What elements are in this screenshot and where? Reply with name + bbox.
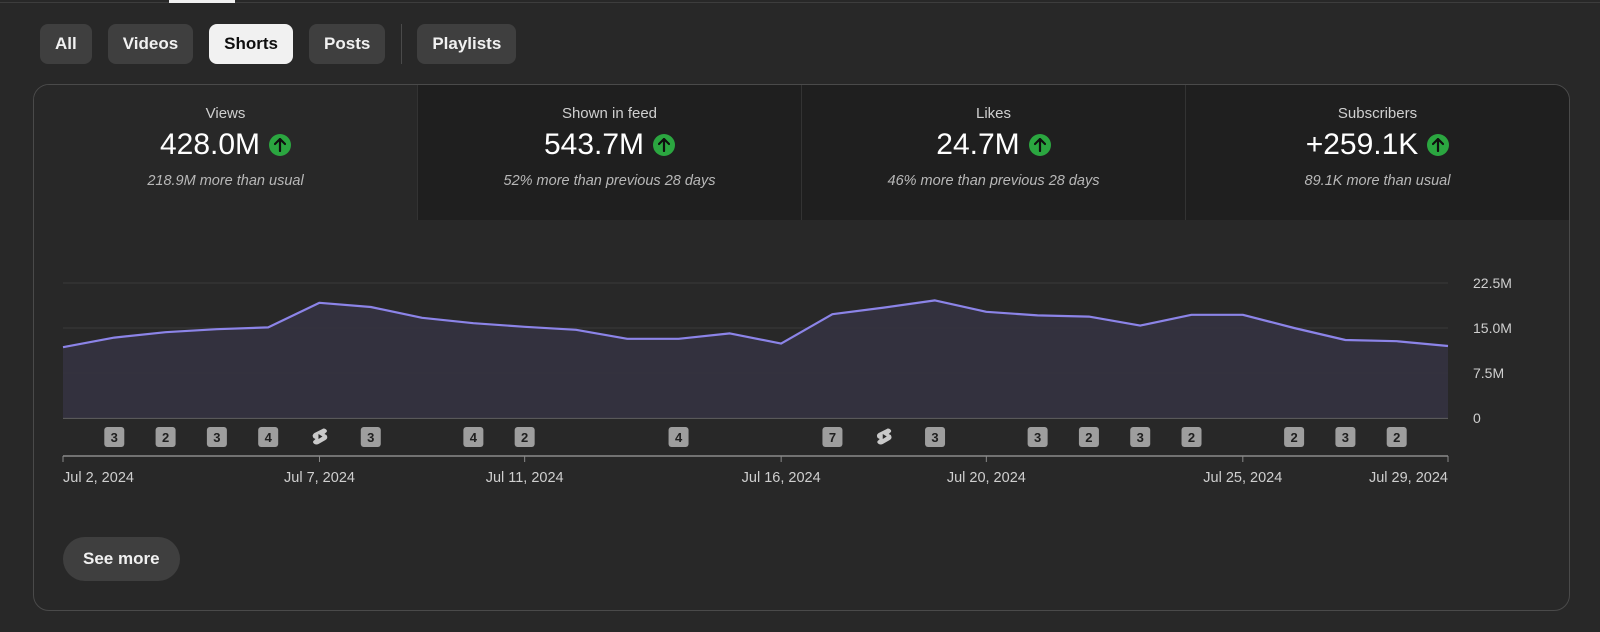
- metric-value: 428.0M: [159, 128, 261, 161]
- metric-note: 218.9M more than usual: [147, 173, 304, 189]
- chip-playlists[interactable]: Playlists: [417, 24, 517, 64]
- upload-count: 2: [1393, 430, 1400, 445]
- upload-marker: [925, 427, 946, 447]
- upload-marker: [1335, 427, 1356, 447]
- metric-shown-in-feed[interactable]: Shown in feed 543.7M 52% more than previ…: [417, 85, 801, 220]
- upload-marker: [104, 427, 125, 447]
- x-tick-label: Jul 7, 2024: [284, 470, 355, 486]
- upload-marker: [1181, 427, 1202, 447]
- upload-count: 2: [1188, 430, 1195, 445]
- x-tick-label: Jul 2, 2024: [63, 470, 134, 486]
- metric-tabs: Views 428.0M 218.9M more than usual Show…: [34, 85, 1569, 220]
- upload-marker: [1027, 427, 1048, 447]
- arrow-up-icon: [1028, 134, 1051, 156]
- upload-count: 3: [1342, 430, 1349, 445]
- upload-count: 2: [521, 430, 528, 445]
- x-tick-label: Jul 20, 2024: [947, 470, 1026, 486]
- x-tick-label: Jul 16, 2024: [742, 470, 821, 486]
- metric-likes[interactable]: Likes 24.7M 46% more than previous 28 da…: [801, 85, 1185, 220]
- y-tick-label: 7.5M: [1473, 365, 1504, 381]
- upload-count: 4: [265, 430, 273, 445]
- upload-marker: [1386, 427, 1407, 447]
- upload-count: 2: [1290, 430, 1297, 445]
- upload-marker: [258, 427, 279, 447]
- views-area: [63, 300, 1448, 418]
- upload-count: 3: [213, 430, 220, 445]
- upload-count: 3: [367, 430, 374, 445]
- metric-value: 24.7M: [936, 128, 1020, 161]
- chip-shorts[interactable]: Shorts: [209, 24, 294, 64]
- metric-label: Subscribers: [1337, 105, 1418, 122]
- arrow-up-icon: [269, 134, 292, 156]
- shorts-icon-play: [882, 434, 887, 439]
- metric-label: Shown in feed: [561, 105, 658, 122]
- metric-label: Views: [205, 105, 246, 122]
- upload-count: 2: [1085, 430, 1092, 445]
- chip-all[interactable]: All: [40, 24, 92, 64]
- chip-divider: [401, 24, 403, 64]
- upload-marker: [1284, 427, 1305, 447]
- upload-marker: [206, 427, 227, 447]
- upload-marker: [463, 427, 484, 447]
- metric-note: 89.1K more than usual: [1304, 173, 1451, 189]
- metric-note: 46% more than previous 28 days: [887, 173, 1100, 189]
- arrow-up-icon: [1427, 134, 1450, 156]
- upload-marker: [1130, 427, 1151, 447]
- chip-videos[interactable]: Videos: [107, 24, 194, 64]
- upload-count: 3: [111, 430, 118, 445]
- analytics-card: Views 428.0M 218.9M more than usual Show…: [33, 84, 1570, 611]
- upload-marker: [668, 427, 689, 447]
- upload-marker: [1078, 427, 1099, 447]
- metric-subscribers[interactable]: Subscribers +259.1K 89.1K more than usua…: [1185, 85, 1569, 220]
- content-type-chips: All Videos Shorts Posts Playlists: [40, 24, 532, 64]
- metric-note: 52% more than previous 28 days: [503, 173, 716, 189]
- upload-count: 3: [1137, 430, 1144, 445]
- x-tick-label: Jul 25, 2024: [1203, 470, 1282, 486]
- upload-marker: [822, 427, 843, 447]
- see-more-button[interactable]: See more: [63, 537, 180, 581]
- upload-count: 3: [931, 430, 938, 445]
- x-tick-label: Jul 11, 2024: [486, 470, 564, 486]
- upload-count: 7: [829, 430, 836, 445]
- metric-value: 543.7M: [543, 128, 645, 161]
- metric-value: +259.1K: [1305, 128, 1419, 161]
- header-divider: [0, 2, 1600, 3]
- y-tick-label: 0: [1473, 410, 1481, 426]
- y-tick-label: 15.0M: [1473, 320, 1512, 336]
- upload-count: 3: [1034, 430, 1041, 445]
- x-tick-label: Jul 29, 2024: [1369, 470, 1448, 486]
- upload-count: 4: [470, 430, 478, 445]
- upload-count: 2: [162, 430, 169, 445]
- upload-marker: [360, 427, 381, 447]
- metric-views[interactable]: Views 428.0M 218.9M more than usual: [34, 85, 417, 220]
- upload-marker: [514, 427, 535, 447]
- chip-posts[interactable]: Posts: [309, 24, 386, 64]
- views-line: [62, 299, 1449, 349]
- y-tick-label: 22.5M: [1473, 275, 1512, 291]
- metric-label: Likes: [975, 105, 1012, 122]
- arrow-up-icon: [653, 134, 676, 156]
- shorts-icon: [876, 428, 892, 445]
- shorts-icon-play: [318, 434, 323, 439]
- views-chart: 0 7.5M 15.0M 22.5M 3 2 3 4 3 4 2 4 7 3 3 2 3 2 2 3 2 Jul 2, 2…: [62, 275, 1512, 486]
- shorts-icon: [312, 428, 328, 445]
- upload-count: 4: [675, 430, 683, 445]
- active-tab-indicator: [169, 0, 235, 3]
- upload-marker: [155, 427, 176, 447]
